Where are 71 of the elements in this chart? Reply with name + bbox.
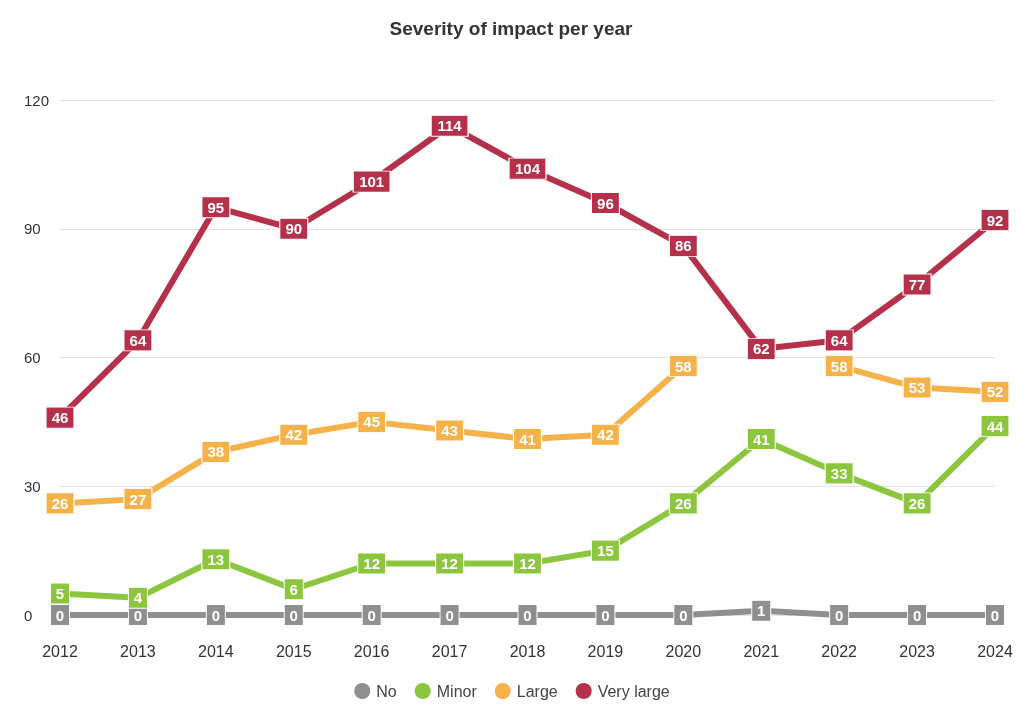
data-label: 0: [834, 606, 844, 624]
x-tick-label: 2020: [665, 642, 702, 660]
data-label: 0: [679, 606, 688, 624]
data-label: 0: [990, 606, 1000, 624]
data-label: 26: [674, 494, 692, 512]
data-label: 0: [367, 606, 376, 624]
data-label: 5: [55, 585, 65, 603]
x-tick-label: 2023: [899, 642, 935, 660]
data-label: 26: [51, 494, 69, 512]
legend-label: Minor: [436, 682, 478, 700]
x-tick-label: 2015: [275, 642, 312, 660]
x-tick-label: 2024: [977, 642, 1013, 660]
x-tick-label: 2022: [821, 642, 858, 660]
y-tick-label: 60: [24, 349, 41, 366]
data-label: 64: [129, 331, 147, 349]
data-label: 33: [830, 464, 848, 482]
data-label: 41: [519, 430, 536, 448]
data-label: 43: [441, 421, 458, 439]
data-label: 96: [597, 194, 614, 212]
data-label: 27: [129, 490, 147, 508]
data-label: 46: [51, 409, 69, 427]
legend-label: No: [376, 682, 397, 700]
data-label: 90: [285, 220, 303, 238]
data-label: 12: [519, 555, 536, 572]
data-label: 53: [908, 379, 926, 397]
y-tick-label: 0: [24, 606, 33, 624]
data-label: 13: [207, 550, 225, 568]
x-tick-label: 2014: [198, 642, 234, 660]
y-tick-label: 30: [24, 477, 41, 495]
x-tick-label: 2016: [353, 642, 390, 660]
data-label: 92: [986, 211, 1004, 229]
data-label: 0: [445, 606, 454, 624]
chart-title: Severity of impact per year: [389, 18, 634, 39]
data-label: 62: [752, 340, 770, 358]
legend-label: Very large: [597, 682, 670, 700]
data-label: 0: [523, 606, 532, 624]
data-label: 42: [285, 426, 303, 444]
data-label: 12: [363, 555, 381, 572]
data-label: 6: [289, 580, 298, 598]
legend-label: Large: [516, 682, 558, 700]
data-label: 0: [912, 606, 922, 624]
data-label: 86: [674, 237, 692, 255]
data-label: 0: [601, 606, 610, 624]
data-label: 4: [133, 589, 143, 607]
data-label: 45: [363, 413, 381, 431]
data-label: 1: [757, 602, 766, 620]
data-label: 95: [207, 198, 225, 216]
data-label: 38: [207, 443, 225, 461]
data-label: 42: [597, 426, 614, 444]
data-label: 0: [289, 606, 298, 624]
x-tick-label: 2019: [587, 642, 624, 660]
data-label: 44: [986, 417, 1004, 435]
x-tick-label: 2017: [431, 642, 468, 660]
data-label: 0: [211, 606, 221, 624]
y-tick-label: 120: [24, 91, 50, 109]
data-label: 15: [597, 542, 614, 560]
data-label: 26: [908, 494, 926, 512]
data-label: 52: [986, 383, 1004, 401]
data-label: 0: [133, 606, 143, 624]
data-label: 64: [830, 331, 849, 349]
y-tick-label: 90: [24, 220, 41, 238]
data-label: 58: [830, 357, 848, 375]
x-tick-label: 2012: [42, 642, 78, 660]
data-label: 58: [674, 357, 692, 375]
data-label: 12: [441, 555, 458, 572]
data-label: 77: [908, 276, 926, 294]
x-tick-label: 2018: [509, 642, 546, 660]
data-label: 41: [752, 430, 770, 448]
data-label: 0: [55, 606, 65, 624]
x-tick-label: 2021: [743, 642, 780, 660]
x-tick-label: 2013: [120, 642, 156, 660]
